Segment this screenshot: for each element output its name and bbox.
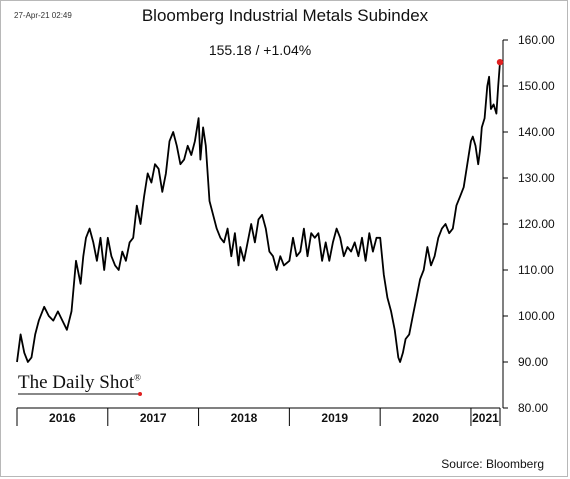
brand-registered-mark: ® — [134, 372, 141, 383]
y-tick-label: 130.00 — [518, 171, 555, 185]
y-tick-label: 120.00 — [518, 217, 555, 231]
x-tick-label: 2016 — [49, 411, 76, 425]
last-value-point — [496, 58, 504, 66]
brand-logo: The Daily Shot® — [18, 372, 141, 394]
x-tick-label: 2018 — [231, 411, 258, 425]
y-tick-label: 150.00 — [518, 79, 555, 93]
x-tick-label: 2021 — [472, 411, 499, 425]
x-tick-label: 2020 — [412, 411, 439, 425]
y-tick-label: 110.00 — [518, 263, 554, 277]
y-tick-label: 80.00 — [518, 401, 548, 415]
series-line — [16, 62, 501, 363]
brand-text: The Daily Shot — [18, 372, 135, 393]
x-tick-label: 2017 — [140, 411, 167, 425]
chart-subtitle: 155.18 / +1.04% — [208, 42, 312, 58]
timestamp: 27-Apr-21 02:49 — [14, 11, 72, 20]
y-tick-label: 90.00 — [518, 355, 548, 369]
chart-title: Bloomberg Industrial Metals Subindex — [141, 6, 429, 25]
brand-dot — [138, 392, 142, 396]
y-tick-label: 100.00 — [518, 309, 555, 323]
y-tick-label: 140.00 — [518, 125, 555, 139]
y-tick-label: 160.00 — [518, 33, 555, 47]
x-tick-label: 2019 — [321, 411, 348, 425]
source-note: Source: Bloomberg — [441, 457, 544, 471]
